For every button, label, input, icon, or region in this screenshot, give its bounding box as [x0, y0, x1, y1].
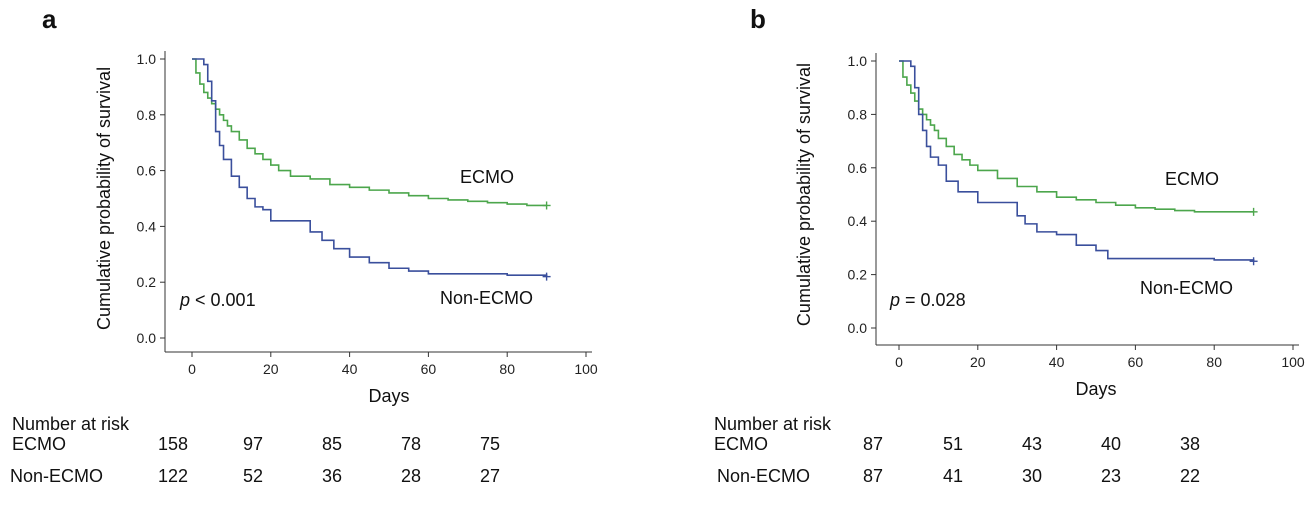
risk-value: 52	[242, 466, 264, 486]
x-tick-label: 60	[421, 361, 437, 377]
survival-curve-non-ecmo	[899, 60, 1255, 262]
panel-letter: b	[750, 4, 766, 34]
series-label: Non-ECMO	[440, 288, 533, 308]
panel-letter: a	[42, 4, 57, 34]
y-tick-label: 0.2	[848, 267, 868, 283]
risk-value: 30	[1021, 466, 1043, 486]
risk-table-title: Number at risk	[12, 414, 130, 434]
km-plot-a: 0.0 0.2 0.4 0.6 0.8 1.0 0 20 40 60 80 100 Days Cumula…	[94, 51, 598, 406]
y-tick-label: 0.8	[848, 106, 868, 122]
y-axis-label: Cumulative probability of survival	[794, 63, 814, 326]
series-label: ECMO	[460, 167, 514, 187]
x-tick-label: 100	[1281, 354, 1305, 370]
survival-curve-ecmo	[899, 60, 1254, 213]
risk-value: 158	[157, 434, 189, 454]
risk-value: 40	[1100, 434, 1122, 454]
risk-value: 36	[321, 466, 343, 486]
risk-value: 87	[862, 466, 884, 486]
y-tick-label: 0.2	[137, 274, 157, 290]
p-value-annotation: p = 0.028	[889, 290, 966, 310]
x-tick-label: 20	[263, 361, 279, 377]
y-tick-label: 1.0	[848, 53, 868, 69]
y-tick-label: 1.0	[137, 51, 157, 67]
risk-value: 51	[942, 434, 964, 454]
risk-value: 97	[242, 434, 264, 454]
risk-value: 28	[400, 466, 422, 486]
x-tick-label: 80	[1206, 354, 1222, 370]
x-tick-label: 100	[574, 361, 598, 377]
y-tick-label: 0.0	[848, 320, 868, 336]
series-label: Non-ECMO	[1140, 278, 1233, 298]
x-axis-label: Days	[368, 386, 409, 406]
panel-b: b 0.0 0.2 0.4 0.6 0.8 1.0 0 20 40 60 80 100 Days Cumu…	[660, 0, 1315, 507]
p-value: < 0.001	[190, 290, 256, 310]
y-tick-label: 0.0	[137, 330, 157, 346]
risk-value: 27	[479, 466, 501, 486]
risk-row-label: Non-ECMO	[10, 466, 104, 486]
risk-value: 75	[479, 434, 501, 454]
x-tick-label: 0	[895, 354, 903, 370]
x-axis-label: Days	[1075, 379, 1116, 399]
p-value: = 0.028	[900, 290, 966, 310]
y-tick-label: 0.8	[137, 107, 157, 123]
survival-curve-non-ecmo	[192, 58, 548, 277]
risk-value: 38	[1179, 434, 1201, 454]
x-tick-label: 40	[1049, 354, 1065, 370]
p-symbol: p	[179, 290, 190, 310]
risk-value: 78	[400, 434, 422, 454]
risk-value: 43	[1021, 434, 1043, 454]
x-tick-label: 20	[970, 354, 986, 370]
km-plot-b: 0.0 0.2 0.4 0.6 0.8 1.0 0 20 40 60 80 100 Days Cumula…	[794, 53, 1305, 399]
risk-value: 85	[321, 434, 343, 454]
x-tick-label: 0	[188, 361, 196, 377]
series-label: ECMO	[1165, 169, 1219, 189]
risk-value: 122	[157, 466, 189, 486]
p-symbol: p	[889, 290, 900, 310]
risk-value: 22	[1179, 466, 1201, 486]
x-tick-label: 60	[1128, 354, 1144, 370]
risk-table-title: Number at risk	[714, 414, 832, 434]
risk-value: 41	[942, 466, 964, 486]
y-tick-label: 0.4	[848, 213, 868, 229]
survival-curve-ecmo	[192, 58, 547, 207]
y-tick-label: 0.6	[848, 160, 868, 176]
y-tick-label: 0.4	[137, 218, 157, 234]
p-value-annotation: p < 0.001	[179, 290, 256, 310]
x-tick-label: 40	[342, 361, 358, 377]
y-tick-label: 0.6	[137, 163, 157, 179]
y-axis-label: Cumulative probability of survival	[94, 67, 114, 330]
risk-value: 87	[862, 434, 884, 454]
risk-row-label: Non-ECMO	[717, 466, 811, 486]
risk-row-label: ECMO	[714, 434, 768, 454]
x-tick-label: 80	[499, 361, 515, 377]
risk-value: 23	[1100, 466, 1122, 486]
panel-a: a 0.0 0.2 0.4 0.6 0.8 1.0 0 20 40 60 80 100 Days Cumu…	[0, 0, 650, 507]
risk-row-label: ECMO	[12, 434, 66, 454]
